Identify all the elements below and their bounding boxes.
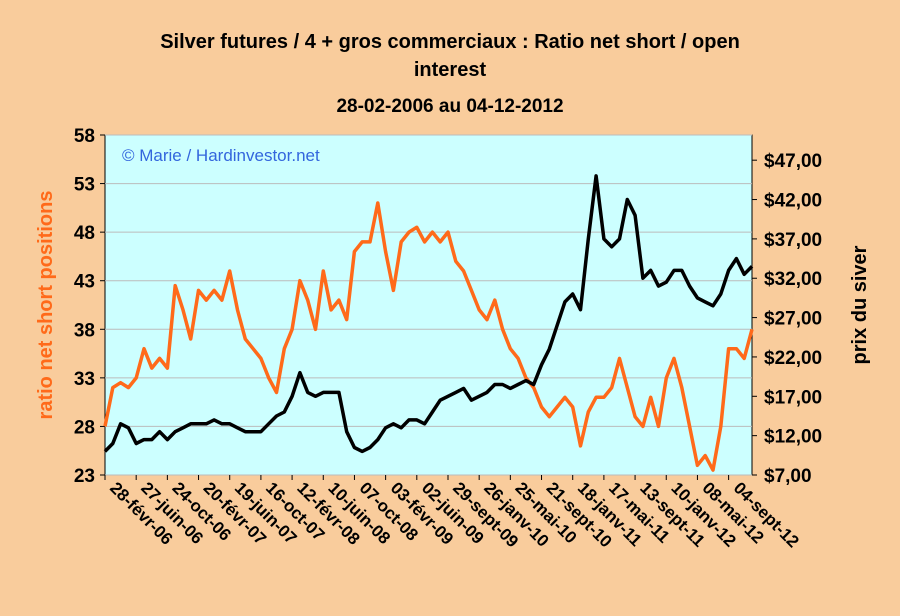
y-tick-label: 53 bbox=[74, 175, 95, 196]
y2-tick-label: $47,00 bbox=[764, 151, 822, 172]
y2-tick-label: $37,00 bbox=[764, 230, 822, 251]
y2-axis-label: prix du siver bbox=[849, 245, 871, 364]
chart-title: Silver futures / 4 + gros commerciaux : … bbox=[160, 31, 740, 81]
watermark: © Marie / Hardinvestor.net bbox=[122, 146, 320, 165]
series-line bbox=[103, 174, 754, 454]
series-line bbox=[103, 201, 754, 472]
y2-tick-label: $22,00 bbox=[764, 348, 822, 369]
y-tick-label: 33 bbox=[74, 369, 95, 390]
y-axis-label: ratio net short positions bbox=[35, 191, 57, 420]
y2-tick-label: $7,00 bbox=[764, 466, 812, 487]
chart-subtitle: 28-02-2006 au 04-12-2012 bbox=[336, 96, 563, 117]
y2-tick-label: $17,00 bbox=[764, 387, 822, 408]
y-tick-label: 28 bbox=[74, 417, 95, 438]
y2-tick-label: $27,00 bbox=[764, 309, 822, 330]
y-tick-label: 23 bbox=[74, 466, 95, 487]
y2-tick-label: $32,00 bbox=[764, 269, 822, 290]
y-tick-label: 38 bbox=[74, 320, 95, 341]
y-tick-label: 43 bbox=[74, 272, 95, 293]
y-tick-label: 58 bbox=[74, 126, 95, 147]
y-tick-label: 48 bbox=[74, 223, 95, 244]
y2-tick-label: $12,00 bbox=[764, 427, 822, 448]
y2-tick-label: $42,00 bbox=[764, 191, 822, 212]
